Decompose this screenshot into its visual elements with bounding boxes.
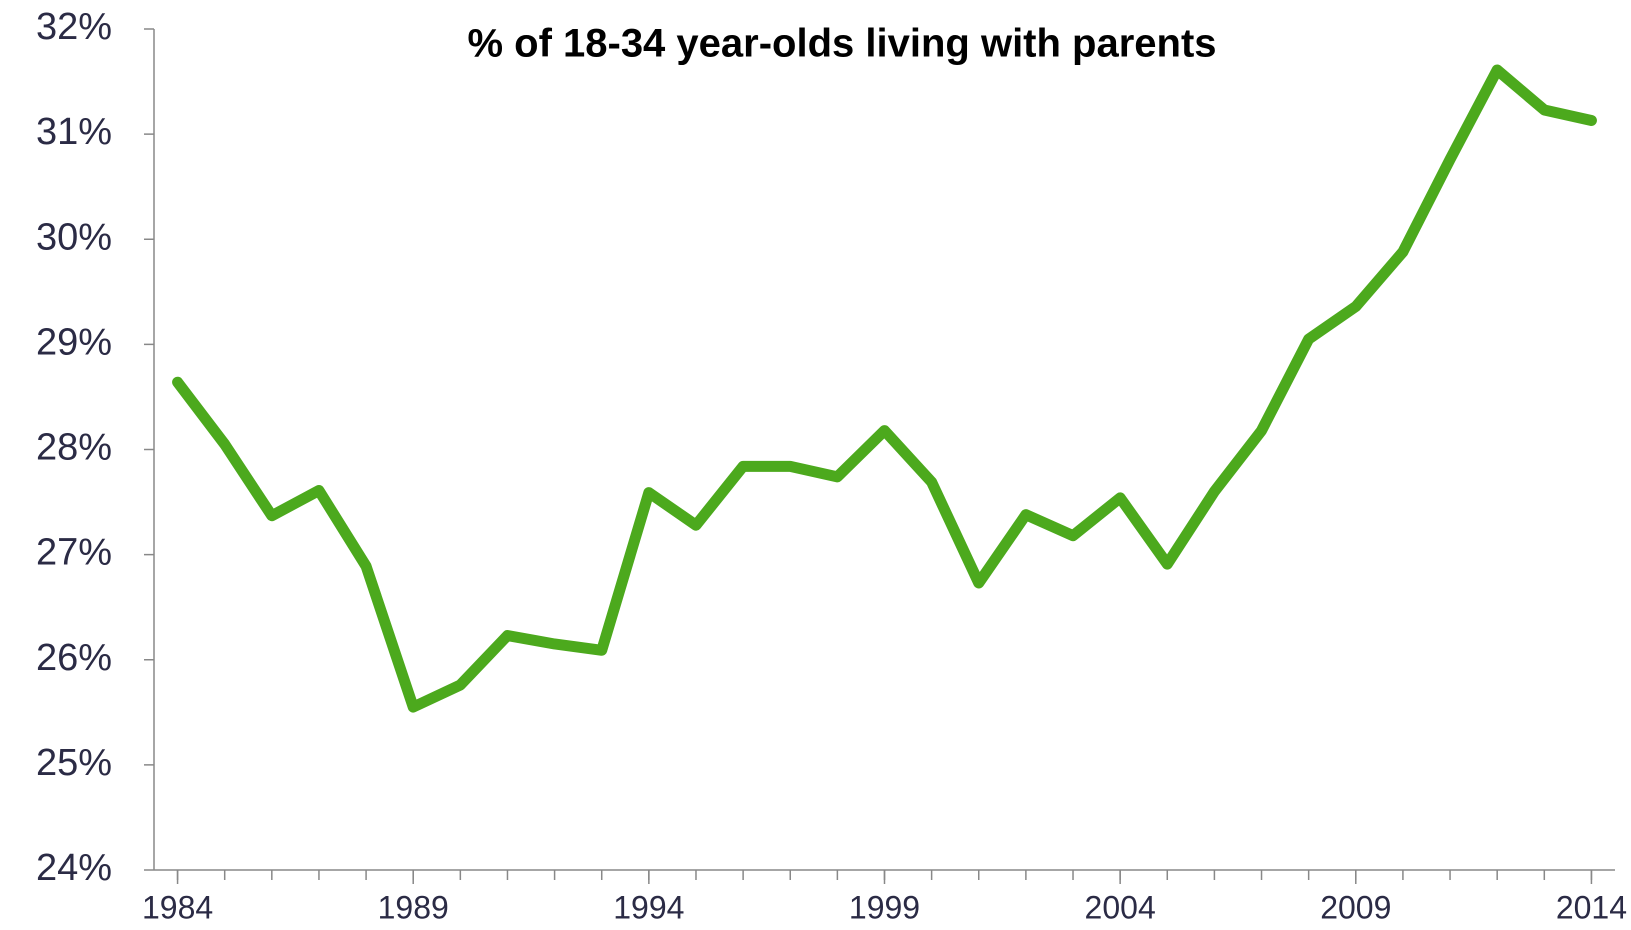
y-tick-label: 26%: [36, 637, 112, 679]
x-tick-label: 1984: [142, 889, 213, 925]
y-tick-label: 29%: [36, 321, 112, 363]
chart-title: % of 18-34 year-olds living with parents: [467, 22, 1216, 66]
y-tick-label: 25%: [36, 742, 112, 784]
y-tick-label: 28%: [36, 427, 112, 469]
y-tick-label: 30%: [36, 216, 112, 258]
y-tick-label: 32%: [36, 6, 112, 48]
y-tick-label: 31%: [36, 111, 112, 153]
x-tick-label: 1994: [613, 889, 684, 925]
x-tick-label: 2009: [1320, 889, 1391, 925]
y-tick-label: 27%: [36, 532, 112, 574]
x-tick-label: 2014: [1556, 889, 1627, 925]
x-tick-label: 2004: [1085, 889, 1156, 925]
x-tick-label: 1999: [849, 889, 920, 925]
x-tick-label: 1989: [378, 889, 449, 925]
y-tick-label: 24%: [36, 847, 112, 889]
data-line: [172, 64, 1597, 713]
